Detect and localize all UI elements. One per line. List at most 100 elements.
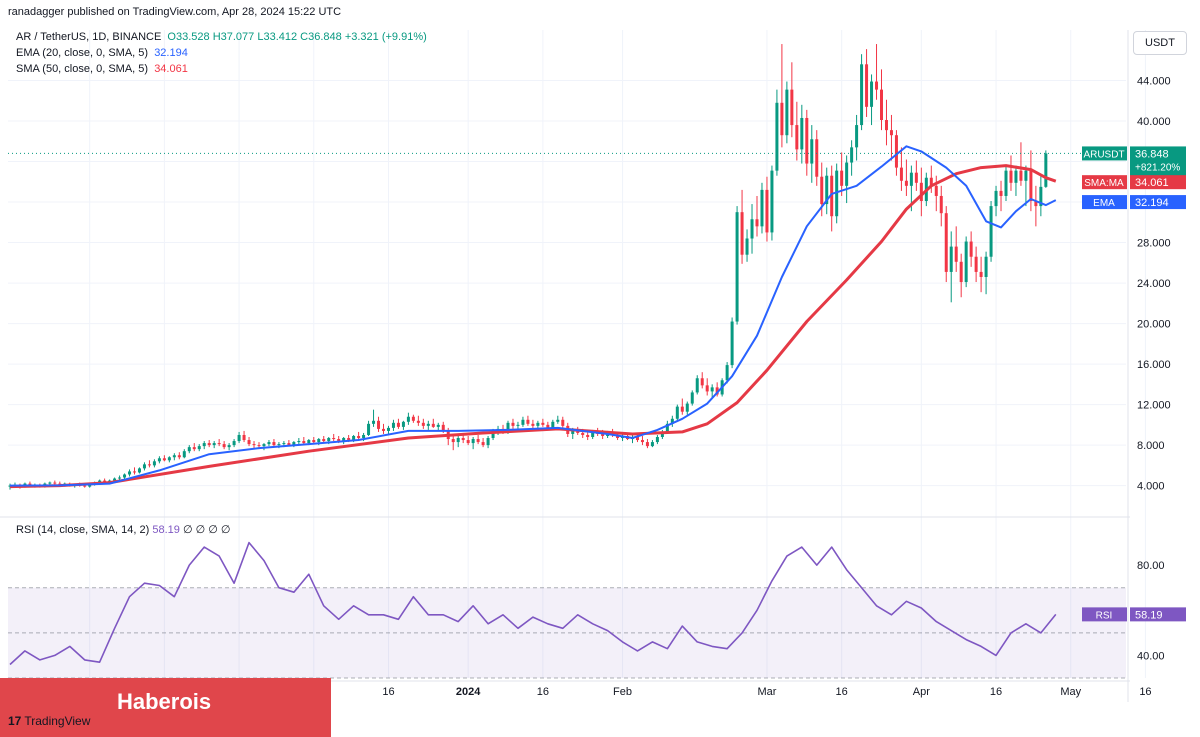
- currency-button[interactable]: USDT: [1133, 31, 1187, 55]
- candle-body: [830, 175, 834, 217]
- candle-body: [870, 81, 874, 107]
- candle-body: [979, 271, 983, 277]
- rsi-value: 58.19: [152, 524, 180, 536]
- ema-tag-value-bg: [1130, 195, 1186, 210]
- candle-body: [247, 440, 251, 445]
- candle-body: [118, 477, 122, 479]
- candle-body: [307, 440, 311, 444]
- candle-body: [899, 167, 903, 181]
- candle-body: [855, 125, 859, 148]
- candle-body: [740, 212, 744, 255]
- candle-body: [237, 434, 241, 442]
- symbol-legend[interactable]: AR / TetherUS, 1D, BINANCE O33.528 H37.0…: [16, 30, 427, 45]
- rsi-tick-label: 40.00: [1137, 650, 1165, 662]
- rsi-line: [9, 541, 1057, 666]
- candle-body: [53, 482, 57, 484]
- candle-body: [486, 438, 490, 446]
- candle-body: [1039, 186, 1043, 207]
- candle-body: [551, 421, 555, 428]
- candle-body: [312, 440, 316, 443]
- candle-body: [352, 435, 356, 441]
- candle-body: [576, 430, 580, 433]
- candle-body: [1044, 153, 1048, 187]
- candle-body: [416, 420, 420, 423]
- candle-body: [98, 480, 102, 483]
- high-value: H37.077: [212, 31, 255, 43]
- time-tick-label: Feb: [613, 686, 632, 698]
- candle-body: [411, 416, 415, 421]
- candle-body: [954, 246, 958, 262]
- sma-tag-label-bg: [1082, 175, 1127, 190]
- candle-body: [531, 423, 535, 426]
- candle-body: [421, 422, 425, 426]
- candle-body: [471, 439, 475, 444]
- candle-body: [735, 212, 739, 322]
- sma-legend[interactable]: SMA (50, close, 0, SMA, 5) 34.061: [16, 62, 188, 77]
- candle-body: [187, 447, 191, 452]
- candle-body: [297, 441, 301, 443]
- candle-body: [1019, 170, 1023, 181]
- candle-body: [322, 439, 326, 442]
- candle-body: [715, 387, 719, 395]
- candle-body: [670, 418, 674, 424]
- candle-body: [690, 392, 694, 404]
- candle-body: [362, 434, 366, 439]
- rsi-tag-value: 58.19: [1135, 609, 1163, 621]
- candle-body: [875, 81, 879, 90]
- candle-body: [556, 419, 560, 422]
- candle-body: [999, 190, 1003, 196]
- candle-body: [401, 421, 405, 427]
- candle-body: [725, 365, 729, 381]
- last-price-tag-label: ARUSDT: [1083, 149, 1124, 160]
- candle-body: [805, 117, 809, 164]
- candle-body: [850, 147, 854, 163]
- candle-body: [491, 430, 495, 439]
- price-tick-label: 28.000: [1137, 238, 1171, 250]
- time-tick-label: 16: [1139, 686, 1151, 698]
- candle-body: [536, 422, 540, 426]
- candle-body: [357, 435, 361, 439]
- tradingview-logo[interactable]: 17 TradingView: [8, 714, 90, 728]
- rsi-tag-value-bg: [1130, 607, 1186, 622]
- last-price-tag-change: +821.20%: [1135, 162, 1180, 173]
- rsi-label: RSI (14, close, SMA, 14, 2): [16, 524, 150, 536]
- watermark-text: Haberois: [117, 689, 212, 714]
- change-value: +3.321 (+9.91%): [344, 31, 427, 43]
- candle-body: [660, 431, 664, 438]
- ema-tag-value: 32.194: [1135, 197, 1169, 209]
- candle-body: [466, 440, 470, 444]
- candle-body: [755, 219, 759, 227]
- candle-body: [880, 89, 883, 121]
- candle-body: [894, 135, 898, 168]
- ema-legend[interactable]: EMA (20, close, 0, SMA, 5) 32.194: [16, 46, 188, 61]
- sma-tag-value-bg: [1130, 175, 1186, 190]
- candle-body: [934, 185, 938, 196]
- candle-body: [800, 117, 804, 150]
- price-tick-label: 8.000: [1137, 440, 1165, 452]
- candle-body: [142, 464, 146, 469]
- candle-body: [511, 422, 515, 426]
- candle-body: [252, 444, 256, 446]
- time-tick-label: May: [1060, 686, 1081, 698]
- candle-body: [88, 484, 92, 487]
- price-tick-label: 24.000: [1137, 278, 1171, 290]
- candle-body: [347, 438, 351, 441]
- candle-body: [765, 189, 769, 233]
- time-tick-label: 16: [382, 686, 394, 698]
- candle-body: [581, 432, 585, 435]
- candle-body: [342, 438, 346, 442]
- candle-body: [665, 423, 669, 432]
- candle-body: [601, 433, 605, 436]
- last-price-tag-value: 36.848: [1135, 148, 1169, 160]
- candle-body: [282, 443, 286, 445]
- candle-body: [222, 444, 226, 448]
- candle-body: [182, 451, 186, 458]
- price-tick-label: 20.000: [1137, 319, 1171, 331]
- candle-body: [147, 464, 151, 466]
- candle-body: [257, 445, 261, 447]
- rsi-legend[interactable]: RSI (14, close, SMA, 14, 2) 58.19 ∅ ∅ ∅ …: [16, 523, 230, 536]
- candle-body: [123, 474, 127, 478]
- candle-body: [391, 422, 395, 428]
- candle-body: [541, 422, 545, 425]
